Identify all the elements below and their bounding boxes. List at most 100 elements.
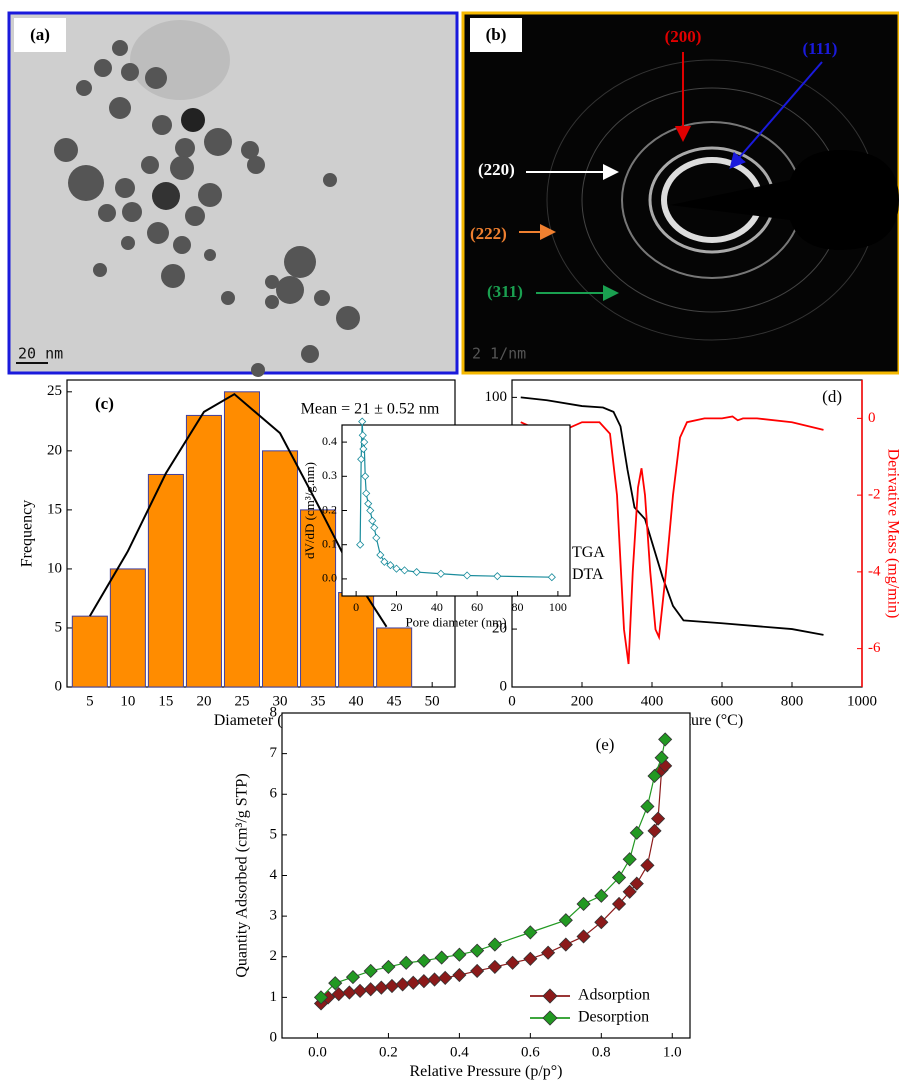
x-tick-label: 15 (158, 693, 173, 709)
marker (558, 937, 573, 952)
marker (470, 943, 485, 958)
marker (487, 959, 502, 974)
annotation: (111) (803, 39, 838, 58)
x-tick-label: 30 (273, 693, 288, 709)
y-tick-label: 0.3 (322, 468, 337, 482)
x-tick-label: 0.2 (379, 1044, 398, 1060)
marker (416, 953, 431, 968)
marker (368, 516, 377, 525)
marker (386, 561, 395, 570)
annotation: Mean = 21 ± 0.52 nm (301, 401, 440, 418)
marker (452, 947, 467, 962)
marker (658, 732, 673, 747)
legend-marker (542, 1010, 558, 1026)
marker (362, 489, 371, 498)
x-tick-label: 1000 (847, 693, 877, 709)
marker (381, 959, 396, 974)
marker (547, 573, 556, 582)
marker (370, 523, 379, 532)
marker (360, 438, 369, 447)
legend-label: DTA (572, 566, 604, 583)
y-tick-label: 3 (270, 908, 278, 924)
legend-marker (542, 988, 558, 1004)
marker (363, 963, 378, 979)
legend-label: Desorption (578, 1009, 649, 1026)
x-tick-label: 60 (471, 600, 483, 614)
marker (463, 571, 472, 580)
marker (380, 557, 389, 566)
y-tick-label: 20 (492, 621, 507, 637)
marker (328, 976, 343, 991)
x-axis-title: Relative Pressure (p/p°) (409, 1063, 562, 1080)
y-axis-title: Quantity Adsorbed (cm³/g STP) (234, 773, 251, 977)
annotation: (200) (665, 27, 702, 46)
y-tick-label: 0 (500, 678, 508, 694)
y-tick-label: 7 (270, 745, 278, 761)
y-tick-label: 20 (47, 442, 62, 458)
x-tick-label: 100 (549, 600, 567, 614)
annotation: (311) (487, 282, 523, 301)
legend-label: TGA (572, 544, 605, 561)
marker (576, 929, 591, 944)
marker (640, 799, 655, 814)
plot-frame (341, 424, 571, 597)
marker (651, 811, 666, 826)
tem-image: (a) 20 nm (7, 11, 459, 377)
y-tick-label: 0 (270, 1029, 278, 1045)
marker (313, 990, 329, 1005)
y-tick-label: 1 (270, 989, 278, 1005)
marker (541, 945, 556, 960)
x-tick-label: 20 (196, 693, 211, 709)
series-line (520, 396, 824, 636)
marker (654, 750, 669, 765)
marker (622, 884, 637, 899)
y2-tick-label: -4 (868, 563, 881, 579)
marker (594, 915, 609, 930)
marker (640, 858, 655, 873)
y2-tick-label: -6 (868, 640, 881, 656)
marker (629, 876, 644, 891)
marker (361, 472, 370, 481)
x-tick-label: 25 (234, 693, 249, 709)
marker (611, 896, 627, 912)
bar (185, 414, 222, 688)
scale-bar-label: 2 1/nm (472, 345, 526, 363)
x-axis-title: Pore diameter (nm) (405, 615, 506, 630)
marker (452, 967, 467, 983)
x-tick-label: 0.8 (592, 1044, 611, 1060)
x-tick-label: 35 (311, 693, 326, 709)
panel-label: (d) (822, 387, 842, 406)
x-tick-label: 40 (431, 600, 443, 614)
y-tick-label: 0.1 (322, 536, 337, 550)
marker (345, 969, 361, 985)
label-box (470, 18, 522, 52)
x-tick-label: 0 (353, 600, 359, 614)
y-axis-title: Frequency (19, 500, 36, 568)
y-tick-label: 10 (47, 560, 62, 576)
x-tick-label: 1.0 (663, 1044, 682, 1060)
marker (358, 417, 367, 426)
x-tick-label: 80 (512, 600, 524, 614)
x-tick-label: 800 (781, 693, 804, 709)
marker (358, 431, 367, 440)
x-tick-label: 45 (387, 693, 402, 709)
y-tick-label: 0.0 (322, 571, 337, 585)
x-tick-label: 20 (390, 600, 402, 614)
y-tick-label: 5 (55, 619, 63, 635)
marker (372, 533, 381, 542)
arrow (729, 61, 823, 170)
marker (647, 823, 662, 838)
marker (470, 963, 485, 979)
marker (359, 444, 368, 454)
y-axis-title: dV/dD (cm³/g.nm) (302, 462, 317, 559)
y-tick-label: 0.4 (322, 434, 337, 448)
marker (622, 852, 637, 867)
marker (523, 925, 538, 940)
marker (392, 564, 401, 573)
bar (300, 509, 337, 688)
marker (493, 572, 502, 581)
y-tick-label: 100 (485, 389, 508, 405)
annotation: (220) (478, 160, 515, 179)
marker (487, 937, 502, 952)
